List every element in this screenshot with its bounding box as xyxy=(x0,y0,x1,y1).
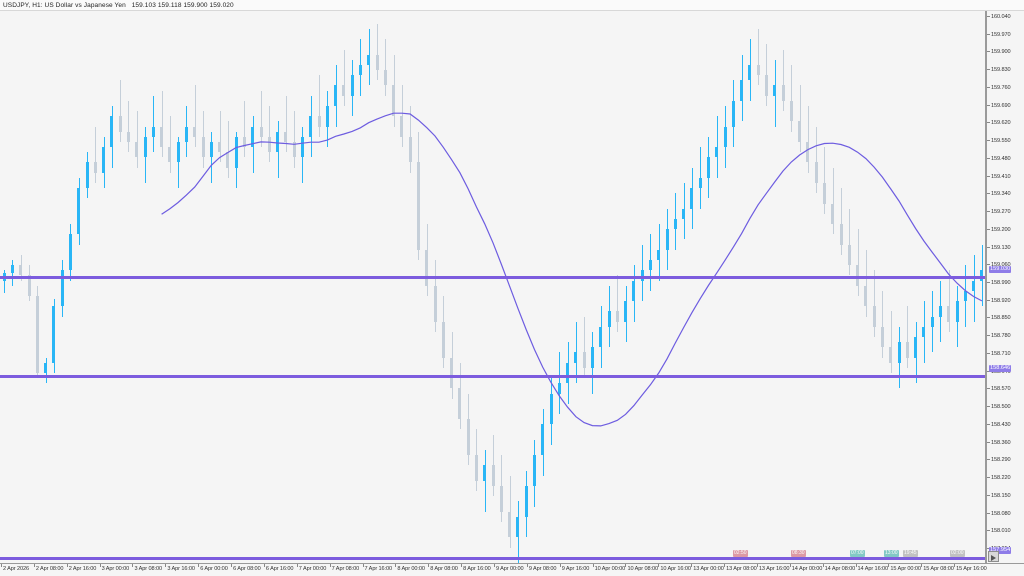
price-tick: 158.080 xyxy=(987,511,1011,517)
chart-titlebar: USDJPY, H1: US Dollar vs Japanese Yen 15… xyxy=(0,0,1024,11)
time-tick: 9 Apr 16:00 xyxy=(559,564,590,572)
time-tick: 7 Apr 16:00 xyxy=(362,564,393,572)
price-tick: 159.690 xyxy=(987,103,1011,109)
price-tick: 158.990 xyxy=(987,280,1011,286)
time-tick: 3 Apr 08:00 xyxy=(132,564,162,572)
event-badge[interactable]: 13:00 xyxy=(884,550,899,557)
event-badge[interactable]: 08:30 xyxy=(791,550,806,557)
price-tick: 158.220 xyxy=(987,475,1011,481)
time-tick: 14 Apr 00:00 xyxy=(789,564,823,572)
time-tick: 2 Apr 08:00 xyxy=(33,564,64,572)
time-tick: 15 Apr 16:00 xyxy=(954,564,987,572)
time-tick: 3 Apr 00:00 xyxy=(99,564,130,572)
price-tick: 158.150 xyxy=(987,493,1011,499)
price-tick: 158.430 xyxy=(987,422,1011,428)
price-axis[interactable]: 160.040 159.970 159.900 159.830 159.760 159.6… xyxy=(986,11,1024,563)
time-tick: 2 Apr 16:00 xyxy=(66,564,97,572)
time-tick: 13 Apr 00:00 xyxy=(691,564,724,572)
horizontal-line-159030[interactable] xyxy=(0,276,986,279)
time-axis[interactable]: 2 Apr 2026 2 Apr 08:00 2 Apr 16:00 3 Apr 00… xyxy=(0,563,1024,576)
chart-symbol-label: USDJPY, H1: US Dollar vs Japanese Yen xyxy=(3,2,126,9)
price-tick: 158.290 xyxy=(987,457,1011,463)
price-tick: 158.500 xyxy=(987,404,1011,410)
price-level-label[interactable]: 157.954 xyxy=(989,547,1012,554)
price-tick: 159.550 xyxy=(987,138,1011,144)
event-badge[interactable]: 07:00 xyxy=(850,550,865,557)
price-tick: 159.130 xyxy=(987,245,1011,251)
price-level-label[interactable]: 158.646 xyxy=(989,365,1012,372)
time-tick: 10 Apr 16:00 xyxy=(658,564,691,572)
horizontal-line-157954[interactable] xyxy=(0,557,986,560)
time-tick: 6 Apr 00:00 xyxy=(198,564,228,572)
price-tick: 159.620 xyxy=(987,120,1011,126)
price-tick: 159.060 xyxy=(987,262,1011,268)
chart-ohlc-label: 159.103 159.118 159.900 159.020 xyxy=(131,2,234,9)
time-tick: 10 Apr 08:00 xyxy=(625,564,658,572)
time-tick: 6 Apr 08:00 xyxy=(231,564,261,572)
price-tick: 159.340 xyxy=(987,191,1011,197)
time-tick: 9 Apr 00:00 xyxy=(494,564,524,572)
price-tick: 159.270 xyxy=(987,209,1011,215)
time-tick: 8 Apr 00:00 xyxy=(395,564,425,572)
price-tick: 158.360 xyxy=(987,440,1011,446)
event-badge[interactable]: 02:50 xyxy=(733,550,748,557)
time-tick: 15 Apr 08:00 xyxy=(921,564,954,572)
time-tick: 9 Apr 08:00 xyxy=(526,564,557,572)
price-tick: 158.570 xyxy=(987,386,1011,392)
event-badge[interactable]: 02:00 xyxy=(950,550,965,557)
event-badge[interactable]: 19:45 xyxy=(903,550,918,557)
time-tick: 3 Apr 16:00 xyxy=(165,564,195,572)
time-tick: 6 Apr 16:00 xyxy=(263,564,294,572)
price-tick: 158.920 xyxy=(987,298,1011,304)
price-tick: 159.830 xyxy=(987,67,1011,73)
price-tick: 159.410 xyxy=(987,174,1011,180)
horizontal-line-158646[interactable] xyxy=(0,375,986,378)
price-tick: 158.010 xyxy=(987,528,1011,534)
time-tick: 15 Apr 00:00 xyxy=(888,564,921,572)
time-tick: 14 Apr 08:00 xyxy=(822,564,856,572)
time-tick: 2 Apr 2026 xyxy=(1,564,30,572)
time-tick: 14 Apr 16:00 xyxy=(855,564,889,572)
time-tick: 13 Apr 08:00 xyxy=(724,564,757,572)
time-tick: 7 Apr 00:00 xyxy=(296,564,327,572)
time-tick: 8 Apr 16:00 xyxy=(461,564,491,572)
time-tick: 13 Apr 16:00 xyxy=(756,564,790,572)
price-tick: 159.760 xyxy=(987,85,1011,91)
time-tick: 8 Apr 08:00 xyxy=(428,564,458,572)
price-tick: 159.900 xyxy=(987,49,1011,55)
price-tick: 158.780 xyxy=(987,333,1011,339)
price-tick: 159.480 xyxy=(987,156,1011,162)
chart-shift-button[interactable] xyxy=(988,551,999,562)
price-tick: 159.970 xyxy=(987,32,1011,38)
time-tick: 10 Apr 00:00 xyxy=(592,564,626,572)
price-tick: 158.850 xyxy=(987,315,1011,321)
price-tick: 158.710 xyxy=(987,351,1011,357)
chart-plot-area[interactable] xyxy=(0,11,986,563)
time-tick: 7 Apr 08:00 xyxy=(329,564,360,572)
price-level-label[interactable]: 159.030 xyxy=(989,266,1012,273)
price-tick: 159.200 xyxy=(987,227,1011,233)
price-tick: 160.040 xyxy=(987,14,1011,20)
